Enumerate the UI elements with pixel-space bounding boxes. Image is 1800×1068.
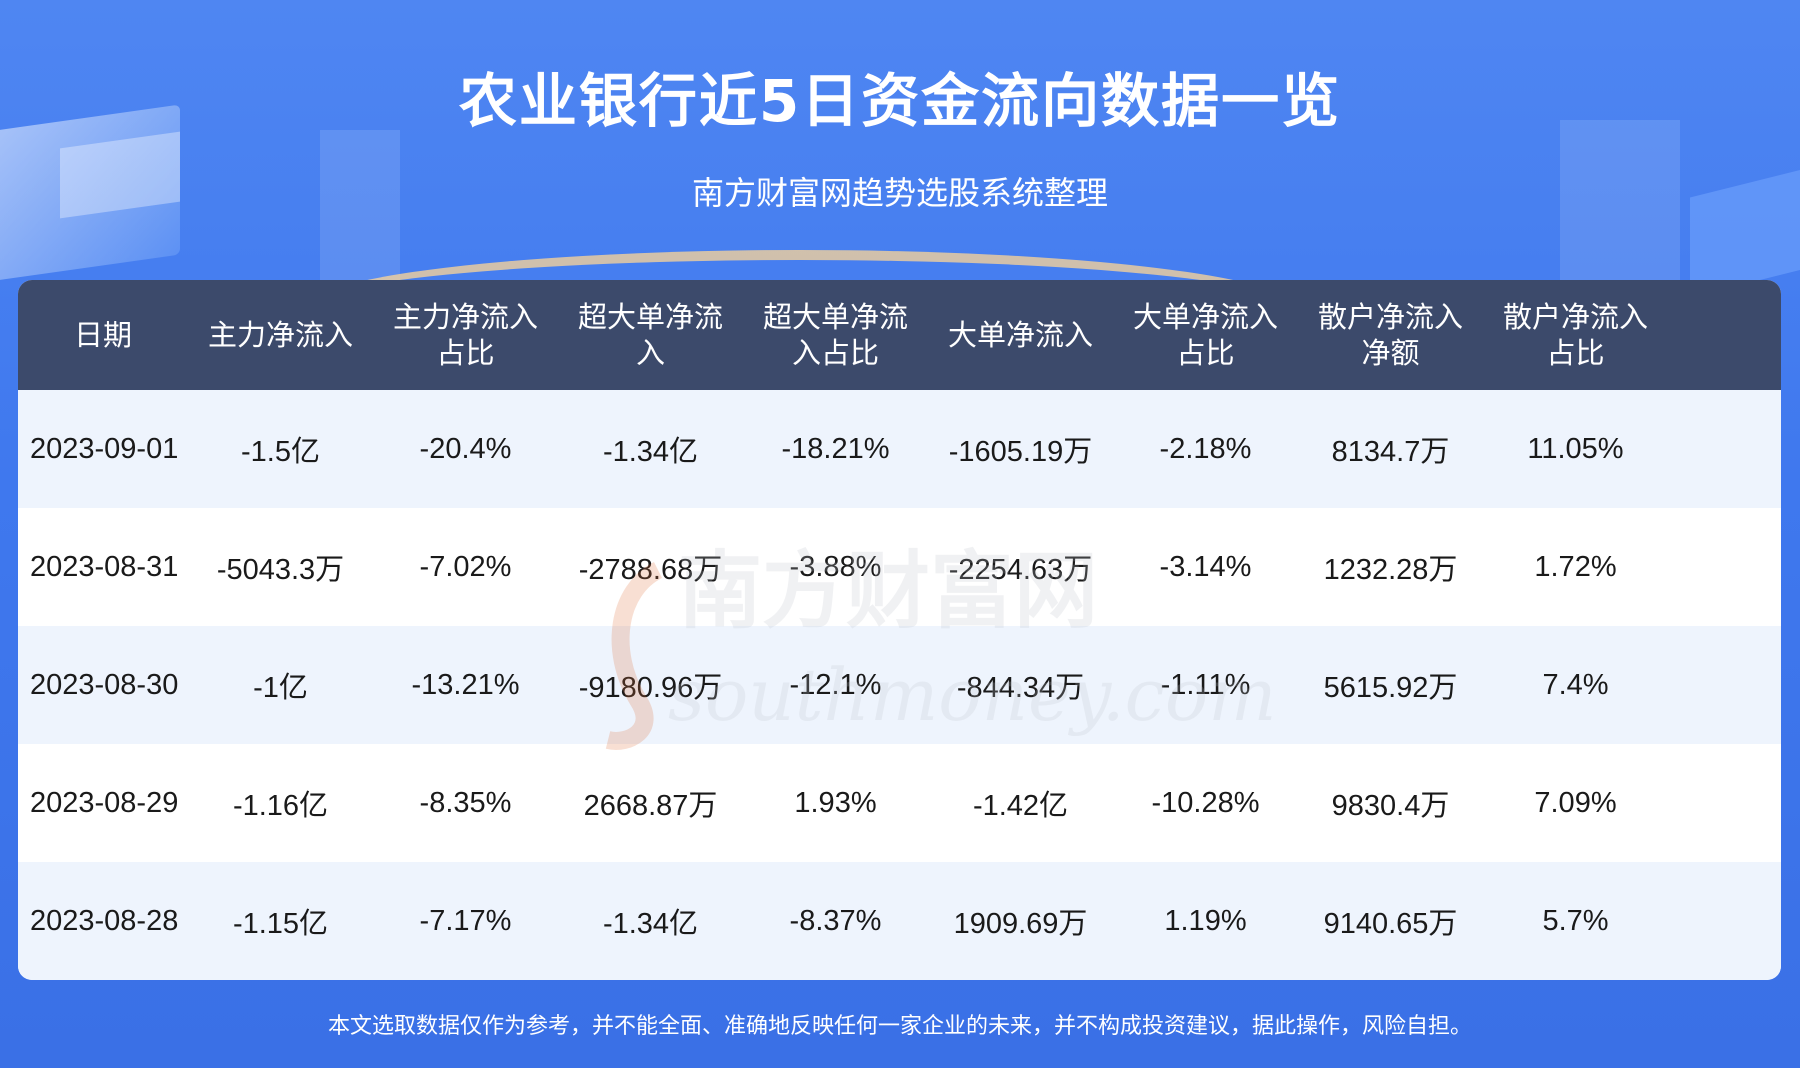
date-cell: 2023-08-29	[30, 786, 179, 819]
value-cell: 1.72%	[1534, 550, 1617, 583]
column-header: 主力净流入	[188, 280, 373, 390]
column-header-line: 占比	[436, 336, 495, 370]
value-cell: -9180.96万	[578, 672, 723, 704]
value-cell: -3.14%	[1159, 550, 1252, 583]
value-cell: -10.28%	[1151, 786, 1260, 819]
column-header: 超大单净流入	[558, 280, 743, 390]
value-cell: -1.15亿	[232, 908, 329, 940]
column-header-line: 超大单净流	[762, 300, 908, 334]
value-cell: 9140.65万	[1323, 908, 1458, 940]
column-header-line: 占比	[1176, 336, 1235, 370]
column-header-line: 超大单净流	[577, 300, 723, 334]
column-header-line: 净额	[1361, 336, 1420, 370]
value-cell: -1.16亿	[232, 790, 329, 822]
column-header-line: 散户净流入	[1502, 300, 1648, 334]
value-cell: 5615.92万	[1323, 672, 1458, 704]
value-cell: -1.11%	[1160, 668, 1251, 701]
column-header: 主力净流入 占比	[373, 280, 558, 390]
value-cell: 1909.69万	[953, 908, 1088, 940]
table-row: 2023-08-31 -5043.3万 -7.02% -2788.68万 -3.88% -…	[18, 508, 1781, 626]
row-spacer	[1668, 390, 1781, 508]
value-cell: -2788.68万	[578, 554, 723, 586]
disclaimer-text: 本文选取数据仅作为参考，并不能全面、准确地反映任何一家企业的未来，并不构成投资建…	[327, 1014, 1472, 1039]
data-table-card: 日期 主力净流入 主力净流入 占比 超大单净流入超大单净流 入占比 大单净流入 大单净流入 占比…	[18, 280, 1781, 980]
value-cell: 11.05%	[1527, 432, 1624, 465]
date-cell: 2023-09-01	[30, 432, 179, 465]
row-spacer	[1668, 508, 1781, 626]
value-cell: 7.4%	[1542, 668, 1609, 701]
value-cell: -12.1%	[789, 668, 882, 701]
table-body: 2023-09-01 -1.5亿 -20.4% -1.34亿 -18.21% -1605.…	[18, 390, 1781, 980]
column-header: 大单净流入 占比	[1113, 280, 1298, 390]
column-header-line: 日期	[73, 318, 132, 352]
header-spacer	[1668, 280, 1781, 390]
value-cell: 9830.4万	[1331, 790, 1450, 822]
value-cell: -18.21%	[781, 432, 890, 465]
value-cell: -7.02%	[419, 550, 512, 583]
value-cell: 5.7%	[1542, 904, 1609, 937]
value-cell: 8134.7万	[1331, 436, 1450, 468]
value-cell: 1232.28万	[1323, 554, 1458, 586]
value-cell: -1.34亿	[602, 436, 699, 468]
column-header-line: 大单净流入	[947, 318, 1093, 352]
column-header: 散户净流入 占比	[1483, 280, 1668, 390]
column-header-line: 大单净流入	[1132, 300, 1278, 334]
date-cell: 2023-08-30	[30, 668, 179, 701]
value-cell: 2668.87万	[583, 790, 718, 822]
column-header-line: 主力净流入	[207, 318, 353, 352]
column-header-line: 入	[635, 336, 665, 370]
column-header: 大单净流入	[928, 280, 1113, 390]
row-spacer	[1668, 626, 1781, 744]
value-cell: -8.35%	[419, 786, 512, 819]
row-spacer	[1668, 862, 1781, 980]
value-cell: -8.37%	[789, 904, 882, 937]
value-cell: -2.18%	[1159, 432, 1252, 465]
table-row: 2023-09-01 -1.5亿 -20.4% -1.34亿 -18.21% -1605.…	[18, 390, 1781, 508]
value-cell: -3.88%	[789, 550, 882, 583]
value-cell: -844.34万	[956, 672, 1085, 704]
column-header: 日期	[18, 280, 188, 390]
column-header-line: 主力净流入	[392, 300, 538, 334]
value-cell: -13.21%	[411, 668, 520, 701]
column-header: 超大单净流 入占比	[743, 280, 928, 390]
value-cell: -5043.3万	[216, 554, 345, 586]
fund-flow-table: 日期 主力净流入 主力净流入 占比 超大单净流入超大单净流 入占比 大单净流入 大单净流入 占比…	[18, 280, 1781, 980]
table-row: 2023-08-28 -1.15亿 -7.17% -1.34亿 -8.37% 1909.6…	[18, 862, 1781, 980]
value-cell: -20.4%	[419, 432, 512, 465]
value-cell: -1605.19万	[948, 436, 1093, 468]
row-spacer	[1668, 744, 1781, 862]
value-cell: -2254.63万	[948, 554, 1093, 586]
date-cell: 2023-08-28	[30, 904, 179, 937]
table-row: 2023-08-30 -1亿 -13.21% -9180.96万 -12.1% -844.…	[18, 626, 1781, 744]
value-cell: -1.34亿	[602, 908, 699, 940]
column-header: 散户净流入 净额	[1298, 280, 1483, 390]
column-header-line: 占比	[1546, 336, 1605, 370]
page-title: 农业银行近5日资金流向数据一览	[458, 67, 1342, 135]
page-subtitle: 南方财富网趋势选股系统整理	[691, 174, 1108, 212]
value-cell: 1.93%	[794, 786, 877, 819]
value-cell: -7.17%	[419, 904, 512, 937]
value-cell: -1.42亿	[972, 790, 1069, 822]
value-cell: -1亿	[253, 672, 308, 704]
column-header-line: 入占比	[791, 336, 879, 370]
column-header-line: 散户净流入	[1317, 300, 1463, 334]
value-cell: 7.09%	[1534, 786, 1617, 819]
value-cell: -1.5亿	[241, 436, 320, 468]
date-cell: 2023-08-31	[30, 550, 179, 583]
value-cell: 1.19%	[1164, 904, 1247, 937]
table-row: 2023-08-29 -1.16亿 -8.35% 2668.87万 1.93% -1.42…	[18, 744, 1781, 862]
table-header-row: 日期 主力净流入 主力净流入 占比 超大单净流入超大单净流 入占比 大单净流入 大单净流入 占比…	[18, 280, 1781, 390]
